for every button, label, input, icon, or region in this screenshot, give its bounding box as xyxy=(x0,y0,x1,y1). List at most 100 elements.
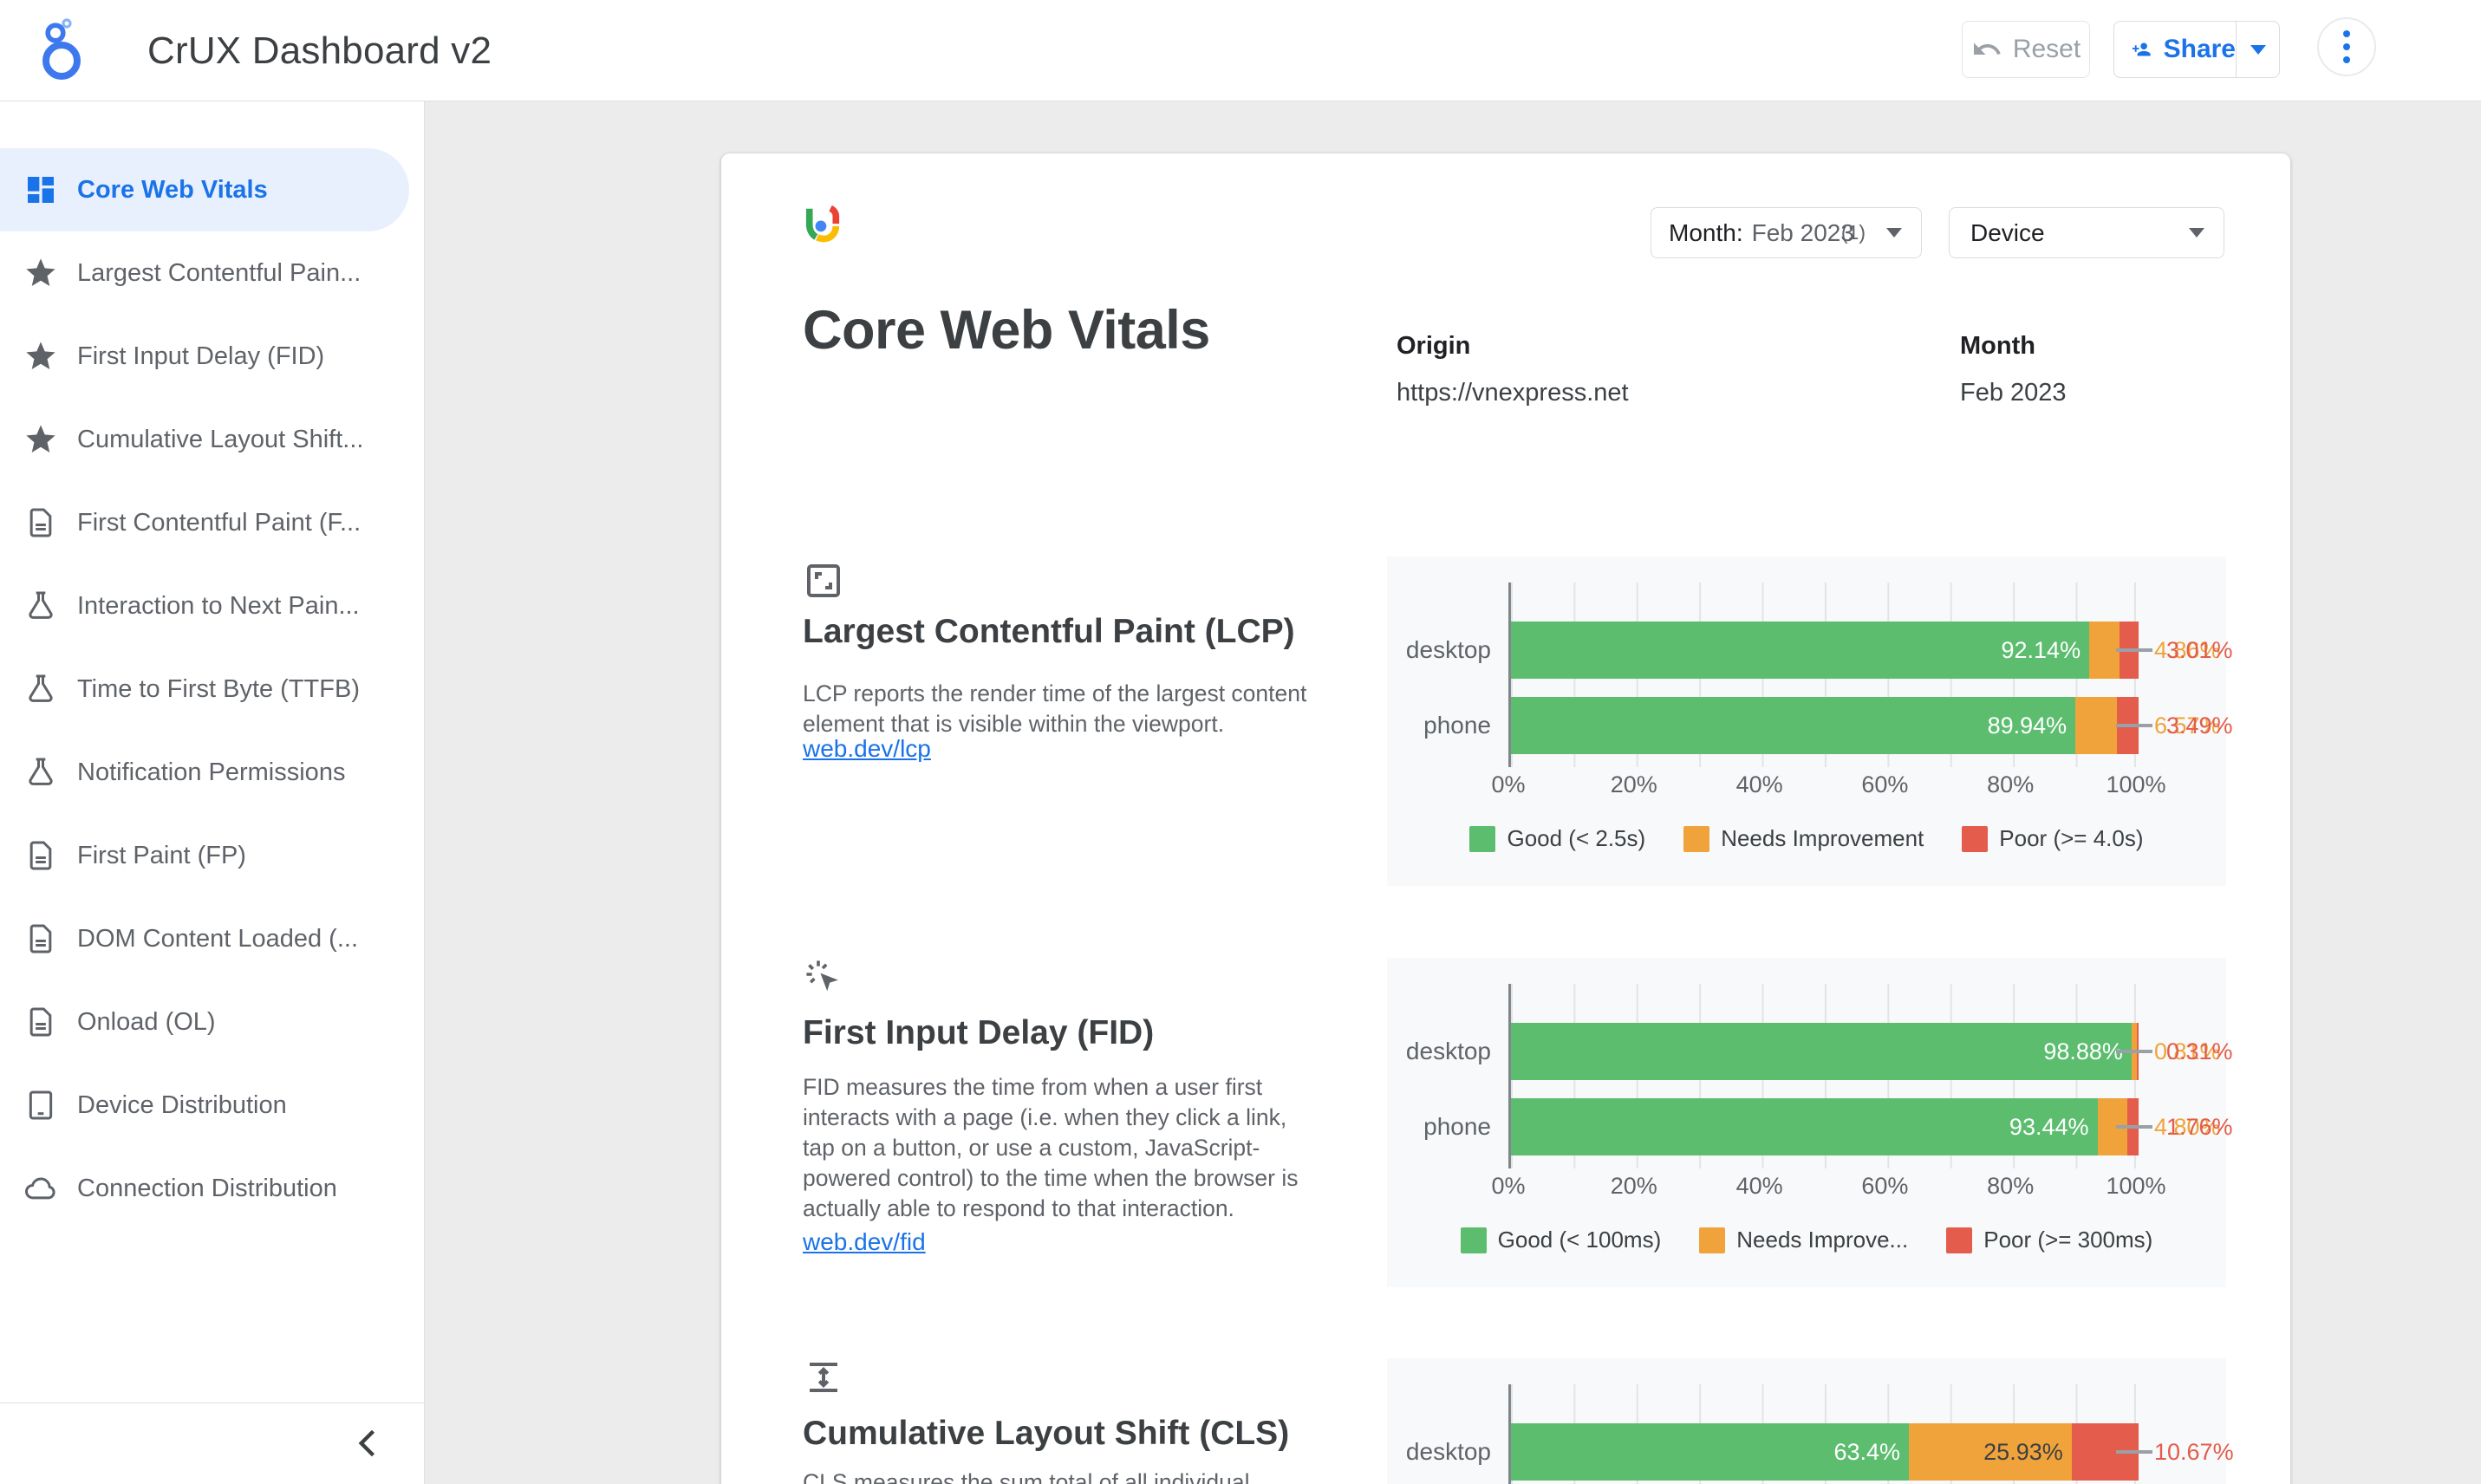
sidebar-item-core-web-vitals[interactable]: Core Web Vitals xyxy=(0,148,409,231)
label-leader-line xyxy=(2116,1125,2152,1129)
legend-swatch xyxy=(1460,1227,1487,1253)
x-tick-label: 60% xyxy=(1861,1173,1909,1199)
star-icon xyxy=(23,339,58,374)
legend-item-red: Poor (>= 300ms) xyxy=(1946,1227,2152,1253)
sidebar-item-label: Cumulative Layout Shift... xyxy=(77,425,364,453)
legend-label: Poor (>= 300ms) xyxy=(1983,1227,2153,1253)
x-tick-label: 80% xyxy=(1987,771,2035,797)
plot-area: desktop 63.4% 25.93% 10.67% xyxy=(1406,1384,2234,1484)
sidebar-item-cumulative-layout-shift[interactable]: Cumulative Layout Shift... xyxy=(0,398,424,481)
dashboard-icon xyxy=(23,172,58,207)
sidebar-item-first-input-delay-fid[interactable]: First Input Delay (FID) xyxy=(0,315,424,398)
legend: Good (< 100ms) Needs Improve... Poor (>= 3… xyxy=(1387,1227,2226,1253)
bar-segment-green[interactable]: 92.14% xyxy=(1511,622,2090,679)
bar-segment-orange[interactable] xyxy=(2089,622,2120,679)
x-tick-label: 20% xyxy=(1610,1173,1657,1199)
bar-value-label-red: 10.67% xyxy=(2154,1439,2234,1465)
sidebar-item-notification-permissions[interactable]: Notification Permissions xyxy=(0,731,424,814)
bar-value-label: 25.93% xyxy=(1983,1439,2063,1465)
sidebar-item-onload-ol[interactable]: Onload (OL) xyxy=(0,980,424,1064)
legend-label: Poor (>= 4.0s) xyxy=(1999,825,2144,851)
plot-area: desktop 98.88% 0.81% 0.31% phone 93.44% 4.80% 1… xyxy=(1406,984,2233,1168)
reset-button[interactable]: Reset xyxy=(1962,21,2090,78)
flask-icon xyxy=(23,589,58,623)
bar-value-label-orange: 6.57% xyxy=(2154,713,2221,739)
more-options-button[interactable] xyxy=(2317,17,2376,76)
x-axis: 0% 20% 40% 60% 80% 100% xyxy=(1387,771,2226,803)
bar-segment-green[interactable]: 93.44% xyxy=(1511,1098,2098,1155)
x-tick-label: 100% xyxy=(2106,771,2166,797)
more-vert-icon xyxy=(2343,30,2350,37)
sidebar-item-label: Onload (OL) xyxy=(77,1007,216,1036)
x-tick-label: 80% xyxy=(1987,1173,2035,1199)
sidebar-item-first-contentful-paint-f[interactable]: First Contentful Paint (F... xyxy=(0,481,424,564)
sidebar-item-dom-content-loaded[interactable]: DOM Content Loaded (... xyxy=(0,897,424,980)
bar-value-label: 98.88% xyxy=(2043,1038,2123,1064)
click-cursor-icon xyxy=(803,957,844,999)
bar-segment-orange[interactable] xyxy=(2075,697,2117,754)
sidebar-item-device-distribution[interactable]: Device Distribution xyxy=(0,1064,424,1147)
bar-value-label: 93.44% xyxy=(2009,1114,2089,1140)
legend-swatch xyxy=(1946,1227,1973,1253)
bar-segment-green[interactable]: 98.88% xyxy=(1511,1023,2132,1080)
x-axis: 0% 20% 40% 60% 80% 100% xyxy=(1387,1173,2226,1204)
sidebar-item-connection-distribution[interactable]: Connection Distribution xyxy=(0,1147,424,1230)
lcp-chart-panel: desktop 92.14% 4.86% 3.01% phone 89.94% 6.57% 3… xyxy=(1387,556,2233,886)
document-icon xyxy=(23,505,58,540)
x-tick-label: 20% xyxy=(1610,771,1657,797)
bar-value-label: 92.14% xyxy=(2001,637,2081,663)
share-menu-caret[interactable] xyxy=(2236,22,2279,77)
x-tick-label: 60% xyxy=(1861,771,1909,797)
legend-swatch xyxy=(1469,825,1496,852)
bar-segment-green[interactable]: 89.94% xyxy=(1511,697,2076,754)
star-icon xyxy=(23,422,58,457)
app-title: CrUX Dashboard v2 xyxy=(147,29,492,72)
lcp-section-description: LCP reports the render time of the large… xyxy=(803,680,1307,737)
sidebar-item-largest-contentful-pain[interactable]: Largest Contentful Pain... xyxy=(0,231,424,315)
flask-icon xyxy=(23,672,58,706)
label-leader-line xyxy=(2116,648,2152,652)
bar-segment-orange[interactable]: 25.93% xyxy=(1909,1423,2072,1481)
share-button[interactable]: Share xyxy=(2113,21,2280,78)
month-value: Feb 2023 xyxy=(1960,379,2067,407)
device-filter-dropdown[interactable]: Device xyxy=(1949,207,2224,258)
lcp-doc-link[interactable]: web.dev/lcp xyxy=(803,735,931,762)
legend-swatch xyxy=(1962,825,1989,852)
category-label: desktop xyxy=(1405,636,1491,663)
document-icon xyxy=(23,838,58,873)
x-tick-label: 0% xyxy=(1491,771,1526,797)
bar-segment-green[interactable]: 63.4% xyxy=(1511,1423,1910,1481)
legend-item-orange: Needs Improvement xyxy=(1683,825,1924,852)
page-title: Core Web Vitals xyxy=(803,300,1210,361)
caret-down-icon xyxy=(1886,228,1902,238)
cls-section-title: Cumulative Layout Shift (CLS) xyxy=(803,1415,1290,1452)
share-main[interactable]: Share xyxy=(2114,33,2236,66)
month-label: Month xyxy=(1960,332,2035,360)
month-filter-value: Feb 2023 xyxy=(1751,218,1854,246)
sidebar-item-first-paint-fp[interactable]: First Paint (FP) xyxy=(0,814,424,897)
sidebar-item-time-to-first-byte-ttfb[interactable]: Time to First Byte (TTFB) xyxy=(0,648,424,731)
x-tick-label: 40% xyxy=(1735,1173,1783,1199)
sidebar-item-label: Time to First Byte (TTFB) xyxy=(77,674,360,703)
cls-section-description: CLS measures the sum total of all indivi… xyxy=(803,1469,1250,1484)
label-leader-line xyxy=(2116,724,2152,727)
sidebar-item-interaction-to-next-pain[interactable]: Interaction to Next Pain... xyxy=(0,564,424,648)
crop-icon xyxy=(803,560,844,602)
x-tick-label: 0% xyxy=(1491,1173,1526,1199)
month-filter-dropdown[interactable]: Month: Feb 2023 (1) xyxy=(1651,207,1922,258)
app-header: CrUX Dashboard v2 Reset Share xyxy=(0,0,2481,101)
sidebar-item-label: First Paint (FP) xyxy=(77,841,246,869)
x-tick-label: 40% xyxy=(1735,771,1783,797)
document-icon xyxy=(23,1005,58,1039)
sidebar-collapse-button[interactable] xyxy=(349,1424,387,1462)
sidebar-item-label: DOM Content Loaded (... xyxy=(77,924,358,953)
fid-section-title: First Input Delay (FID) xyxy=(803,1014,1155,1051)
looker-studio-logo-icon xyxy=(38,17,94,83)
legend-label: Good (< 100ms) xyxy=(1497,1227,1662,1253)
person-add-icon xyxy=(2132,33,2152,66)
fid-doc-link[interactable]: web.dev/fid xyxy=(803,1228,926,1255)
device-filter-label: Device xyxy=(1970,218,2045,246)
category-label: desktop xyxy=(1405,1038,1491,1064)
crux-logo-icon xyxy=(801,204,844,252)
label-leader-line xyxy=(2116,1050,2152,1053)
